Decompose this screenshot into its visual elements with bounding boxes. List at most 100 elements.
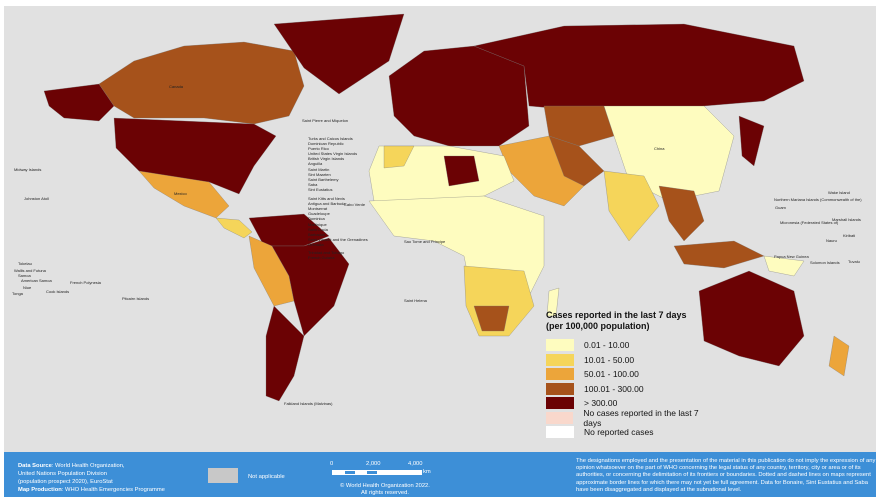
region-greenland <box>273 13 405 95</box>
legend-swatch <box>546 353 574 366</box>
legend-title: Cases reported in the last 7 days (per 1… <box>546 310 716 332</box>
label-caribbean: Antigua and Barbuda <box>308 201 346 207</box>
label-caribbean: Barbados <box>308 231 326 237</box>
map-legend: Cases reported in the last 7 days (per 1… <box>546 310 716 440</box>
label-caribbean: Dominican Republic <box>308 141 344 147</box>
legend-title-line: (per 100,000 population) <box>546 321 650 331</box>
region-south-africa <box>473 305 510 332</box>
legend-label: 100.01 - 300.00 <box>584 383 644 394</box>
label-caribbean: Sint Maarten <box>308 171 331 177</box>
data-source-text: United Nations Population Division <box>18 471 107 477</box>
region-canada <box>98 41 305 125</box>
map-production-text: : WHO Health Emergencies Programme <box>61 487 165 493</box>
region-southern-cone <box>265 305 305 402</box>
not-applicable-swatch <box>208 468 238 483</box>
label-caribbean: Martinique <box>308 221 327 227</box>
disclaimer: The designations employed and the presen… <box>576 458 876 493</box>
caribbean-labels: Turks and Caicos Islands Dominican Repub… <box>308 136 368 260</box>
label-caribbean: French Guiana <box>308 255 335 261</box>
label-pacific: Northern Mariana Islands (Commonwealth o… <box>774 197 862 202</box>
label-pacific: Tokelau <box>18 261 32 266</box>
map-regions <box>43 13 850 402</box>
region-indonesia <box>673 240 765 269</box>
label-caribbean: Grenada <box>308 241 324 247</box>
region-iran <box>548 135 605 187</box>
label-mexico: Mexico <box>174 191 187 196</box>
label-pacific: Cook Islands <box>46 289 70 294</box>
region-central-america <box>215 217 253 239</box>
label-pacific: Marshall Islands <box>832 217 861 222</box>
copyright-line: All rights reserved. <box>360 490 409 496</box>
legend-title-line: Cases reported in the last 7 days <box>546 310 687 320</box>
label-canada: Canada <box>169 84 184 89</box>
region-india <box>603 170 660 242</box>
region-png <box>763 255 805 277</box>
region-kazakhstan <box>543 105 615 147</box>
legend-item: No reported cases <box>546 425 716 440</box>
label-saint-pierre: Saint Pierre and Miquelon <box>302 118 349 123</box>
scale-bar-graphic <box>332 470 422 475</box>
label-pacific: Samoa <box>18 273 31 278</box>
label-pacific: Pitcairn Islands <box>122 296 150 301</box>
data-source-label: Data Source <box>18 463 52 469</box>
label-caribbean: Anguilla <box>308 161 323 167</box>
label-caribbean: Sint Eustatius <box>308 186 333 192</box>
region-madagascar <box>546 287 560 317</box>
legend-label: No cases reported in the last 7 days <box>583 407 699 428</box>
legend-item: 0.01 - 10.00 <box>546 338 716 353</box>
label-pacific: Johnston Atoll <box>24 196 49 201</box>
label-pacific: Midway Islands <box>14 167 42 172</box>
scale-tick: 0 <box>330 461 334 467</box>
map-footer: Data Source: World Health Organization, … <box>4 452 876 497</box>
legend-label: No reported cases <box>584 427 654 438</box>
label-caribbean: Trinidad and Tobago <box>308 249 345 255</box>
legend-label: > 300.00 <box>584 398 618 409</box>
legend-swatch <box>546 382 574 395</box>
data-source-text: : World Health Organization, <box>51 463 125 469</box>
legend-item: 10.01 - 50.00 <box>546 353 716 368</box>
world-map: Canada China Mexico Saint Pierre and Miq… <box>4 6 876 452</box>
legend-swatch <box>546 368 574 381</box>
legend-label: 0.01 - 10.00 <box>584 340 630 351</box>
legend-label: 10.01 - 50.00 <box>584 354 635 365</box>
legend-item: 100.01 - 300.00 <box>546 382 716 397</box>
copyright: © World Health Organization 2022. All ri… <box>340 483 430 497</box>
not-applicable-label: Not applicable <box>248 474 285 480</box>
region-japan-korea <box>738 115 765 167</box>
label-caribbean: British Virgin Islands <box>308 156 345 162</box>
legend-item: > 300.00 <box>546 396 716 411</box>
label-pacific: Wallis and Futuna <box>14 268 46 273</box>
label-pacific: Wake Island <box>828 190 850 195</box>
label-caribbean: Turks and Caicos Islands <box>308 136 353 141</box>
label-caribbean: Saint Barthelemy <box>308 176 339 182</box>
region-russia <box>473 23 805 117</box>
region-europe <box>388 45 530 147</box>
label-pacific: Niue <box>23 285 32 290</box>
label-pacific: Guam <box>775 205 786 210</box>
scale-unit: km <box>423 469 431 475</box>
scale-tick: 2,000 <box>366 461 381 467</box>
legend-swatch <box>546 397 574 410</box>
label-cabo-verde: Cabo Verde <box>344 202 366 207</box>
label-pacific: Solomon Islands <box>810 260 840 265</box>
label-pacific: American Samoa <box>21 278 52 283</box>
scale-tick: 4,000 <box>408 461 423 467</box>
copyright-line: © World Health Organization 2022. <box>340 483 430 489</box>
label-pacific: French Polynesia <box>70 280 101 285</box>
label-caribbean: Saint Lucia <box>308 226 328 232</box>
label-caribbean: Dominica <box>308 216 325 222</box>
legend-item: No cases reported in the last 7 days <box>546 407 716 428</box>
region-libya <box>443 155 480 187</box>
data-source: Data Source: World Health Organization, … <box>18 462 165 494</box>
region-morocco <box>383 145 415 169</box>
label-caribbean: Saint Vincent and the Grenadines <box>308 236 368 242</box>
label-sao-tome: Sao Tome and Principe <box>404 239 446 244</box>
label-caribbean: Guadeloupe <box>308 211 330 217</box>
scale-bar: 0 2,000 4,000 km <box>330 461 431 475</box>
label-caribbean: Saint Kitts and Nevis <box>308 196 345 202</box>
label-caribbean: Montserrat <box>308 206 328 212</box>
label-pacific: Nauru <box>826 238 837 243</box>
label-pacific: Micronesia (Federated States of) <box>780 220 839 225</box>
region-se-asia <box>658 185 705 242</box>
legend-swatch <box>546 411 574 424</box>
